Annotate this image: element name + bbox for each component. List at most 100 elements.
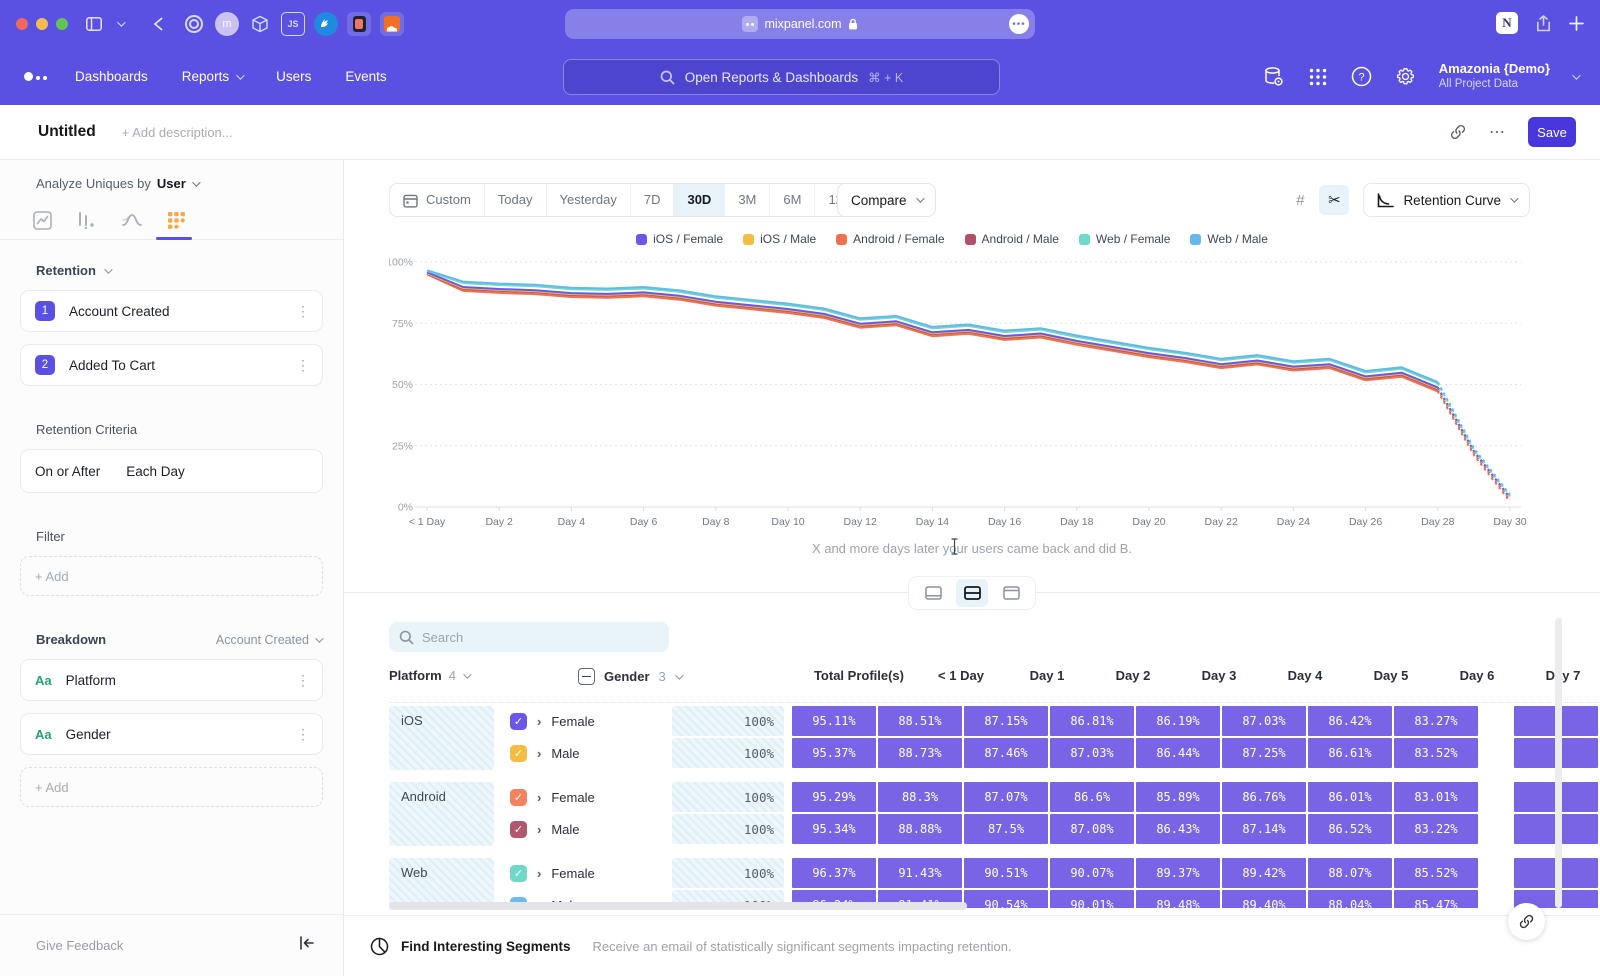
segment-checkbox[interactable]: ✓ <box>510 865 527 882</box>
retention-value-cell[interactable]: 88.88% <box>878 814 962 844</box>
breakdown-event-selector[interactable]: Account Created <box>216 633 321 647</box>
annotations-toggle[interactable]: # <box>1285 185 1315 215</box>
retention-value-cell[interactable]: 87.14% <box>1222 814 1306 844</box>
retention-value-cell[interactable]: 87.5% <box>964 814 1048 844</box>
open-reports-search[interactable]: Open Reports & Dashboards ⌘ + K <box>563 59 1000 95</box>
js-extension-icon[interactable]: JS <box>281 12 305 36</box>
select-all-checkbox[interactable] <box>578 668 595 685</box>
retention-value-cell[interactable]: 90.01% <box>1050 890 1134 908</box>
compare-button[interactable]: Compare <box>837 183 936 217</box>
mixpanel-logo[interactable] <box>24 72 47 81</box>
settings-gear-icon[interactable] <box>1395 66 1417 88</box>
retention-value-cell[interactable]: 90.51% <box>964 858 1048 888</box>
apps-grid-icon[interactable] <box>1307 66 1329 88</box>
help-icon[interactable]: ? <box>1351 66 1373 88</box>
range-today[interactable]: Today <box>484 184 546 216</box>
retention-value-cell[interactable]: 83.27% <box>1394 706 1478 736</box>
retention-value-cell[interactable]: 87.08% <box>1050 814 1134 844</box>
chart-type-selector[interactable]: Retention Curve <box>1363 183 1530 217</box>
zoom-window-button[interactable] <box>56 18 68 30</box>
project-switcher[interactable]: Amazonia {Demo} All Project Data <box>1439 61 1550 92</box>
retention-value-cell[interactable]: 89.48% <box>1136 890 1220 908</box>
cube-extension-icon[interactable] <box>248 12 272 36</box>
retention-value-cell[interactable]: 88.73% <box>878 738 962 768</box>
kebab-menu-icon[interactable]: ⋮ <box>296 672 310 689</box>
retention-value-cell[interactable]: 86.43% <box>1136 814 1220 844</box>
nav-item-dashboards[interactable]: Dashboards <box>75 69 148 84</box>
more-options-icon[interactable]: ⋯ <box>1489 122 1506 142</box>
segment-checkbox[interactable]: ✓ <box>510 745 527 762</box>
range-6m[interactable]: 6M <box>769 184 814 216</box>
retention-value-cell[interactable]: 87.15% <box>964 706 1048 736</box>
retention-criteria-selector[interactable]: On or After Each Day <box>20 449 323 493</box>
nav-item-events[interactable]: Events <box>345 69 386 84</box>
table-row[interactable]: ✓›Female100%95.11%88.51%87.15%86.81%86.1… <box>502 706 1600 736</box>
gender-cell[interactable]: ✓›Male <box>502 745 672 762</box>
retention-value-cell[interactable]: 87.03% <box>1222 706 1306 736</box>
kebab-menu-icon[interactable]: ⋮ <box>296 726 310 743</box>
notion-icon[interactable]: N <box>1496 12 1518 34</box>
window-controls[interactable] <box>16 18 68 30</box>
minimize-window-button[interactable] <box>36 18 48 30</box>
retention-value-cell[interactable]: 86.42% <box>1308 706 1392 736</box>
tab-retention[interactable] <box>164 208 188 232</box>
site-options-icon[interactable]: ••• <box>1009 14 1029 34</box>
retention-value-cell[interactable]: 86.01% <box>1308 782 1392 812</box>
kebab-menu-icon[interactable]: ⋮ <box>296 357 310 374</box>
retention-value-cell[interactable]: 89.37% <box>1136 858 1220 888</box>
cloud-extension-icon[interactable] <box>380 12 404 36</box>
vertical-scrollbar[interactable] <box>1555 618 1562 908</box>
gender-column-header[interactable]: Gender 3 <box>578 668 681 685</box>
gender-cell[interactable]: ✓›Female <box>502 713 672 730</box>
retention-value-cell[interactable]: 89.42% <box>1222 858 1306 888</box>
series-line[interactable] <box>427 273 1438 388</box>
expand-chevron-icon[interactable]: › <box>537 866 541 881</box>
retention-value-cell[interactable]: 87.07% <box>964 782 1048 812</box>
range-30d[interactable]: 30D <box>673 184 724 216</box>
expand-chevron-icon[interactable]: › <box>537 822 541 837</box>
segments-title[interactable]: Find Interesting Segments <box>401 939 571 954</box>
retention-value-cell[interactable]: 87.03% <box>1050 738 1134 768</box>
split-view-toggle[interactable] <box>956 579 988 607</box>
breakdown-gender[interactable]: Aa Gender ⋮ <box>20 713 323 755</box>
nav-item-users[interactable]: Users <box>276 69 311 84</box>
retention-value-cell[interactable]: 86.76% <box>1222 782 1306 812</box>
retention-step-2[interactable]: 2 Added To Cart ⋮ <box>20 344 323 386</box>
platform-column-header[interactable]: Platform 4 <box>389 668 469 683</box>
legend-item[interactable]: Android / Female <box>836 232 944 246</box>
expand-chevron-icon[interactable]: › <box>537 790 541 805</box>
breakdown-add-button[interactable]: + Add <box>20 767 323 807</box>
filter-add-button[interactable]: + Add <box>20 556 323 596</box>
tab-funnels[interactable] <box>74 208 98 232</box>
analyze-uniques-row[interactable]: Analyze Uniques by User <box>36 176 198 191</box>
retention-value-cell[interactable]: 85.52% <box>1394 858 1478 888</box>
chevron-down-icon[interactable] <box>108 12 132 36</box>
breakdown-platform[interactable]: Aa Platform ⋮ <box>20 659 323 701</box>
legend-item[interactable]: Android / Male <box>965 232 1059 246</box>
retention-chart[interactable]: 100%75%50%25%0%< 1 DayDay 2Day 4Day 6Day… <box>389 252 1544 538</box>
platform-cell[interactable]: iOS <box>389 706 494 770</box>
retention-value-cell[interactable]: 88.07% <box>1308 858 1392 888</box>
retention-value-cell[interactable]: 87.25% <box>1222 738 1306 768</box>
retention-value-cell[interactable]: 83.52% <box>1394 738 1478 768</box>
share-icon[interactable] <box>1536 15 1551 32</box>
add-description[interactable]: + Add description... <box>122 125 233 140</box>
chart-only-toggle[interactable] <box>917 579 949 607</box>
retention-value-cell[interactable]: 89.40% <box>1222 890 1306 908</box>
share-link-fab[interactable] <box>1508 903 1545 940</box>
retention-value-cell[interactable]: 83.22% <box>1394 814 1478 844</box>
retention-value-cell[interactable]: 88.04% <box>1308 890 1392 908</box>
retention-value-cell[interactable]: 86.52% <box>1308 814 1392 844</box>
copy-link-icon[interactable] <box>1449 123 1467 141</box>
range-3m[interactable]: 3M <box>724 184 769 216</box>
collapse-sidebar-icon[interactable] <box>299 936 315 955</box>
sidebar-toggle-icon[interactable] <box>82 12 106 36</box>
back-icon[interactable] <box>146 12 170 36</box>
new-tab-icon[interactable] <box>1569 16 1584 31</box>
retention-value-cell[interactable]: 85.47% <box>1394 890 1478 908</box>
retention-section-label[interactable]: Retention <box>36 263 343 278</box>
kebab-menu-icon[interactable]: ⋮ <box>296 303 310 320</box>
retention-value-cell[interactable]: 88.3% <box>878 782 962 812</box>
retention-value-cell[interactable]: 90.54% <box>964 890 1048 908</box>
table-row[interactable]: ✓›Male100%95.34%88.88%87.5%87.08%86.43%8… <box>502 814 1600 844</box>
